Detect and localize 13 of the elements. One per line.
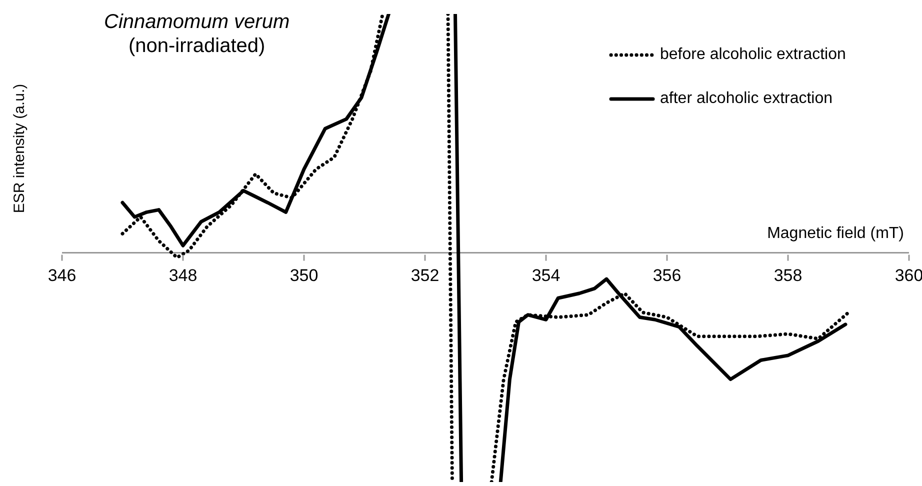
legend-label: before alcoholic extraction — [660, 46, 846, 64]
legend-label: after alcoholic extraction — [660, 90, 833, 108]
y-axis-title: ESR intensity (a.u.) — [12, 83, 28, 213]
x-tick-label: 358 — [774, 266, 802, 285]
x-tick-label: 356 — [652, 266, 682, 285]
chart-title: Cinnamomum verum — [104, 10, 290, 34]
x-tick-label: 348 — [168, 266, 198, 285]
x-tick-label: 346 — [48, 266, 76, 285]
text: (non-irradiated) — [127, 34, 266, 58]
x-axis-title: Magnetic field (mT) — [767, 224, 904, 243]
x-tick-label: 352 — [410, 266, 440, 285]
x-tick-label: 350 — [290, 266, 318, 285]
x-tick-label: 354 — [532, 266, 560, 285]
